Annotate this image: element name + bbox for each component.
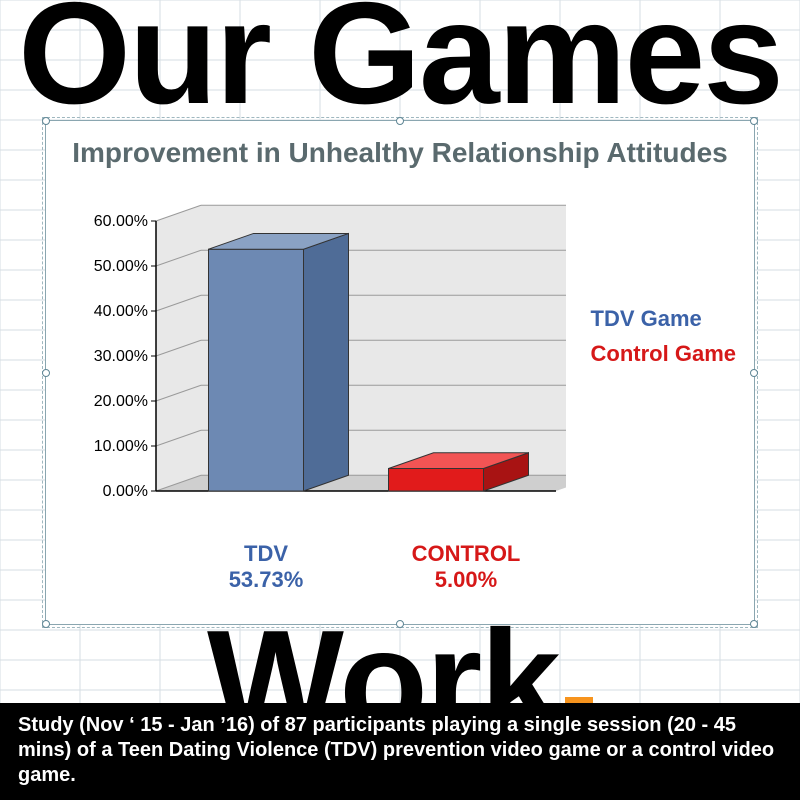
svg-text:0.00%: 0.00% <box>103 483 148 500</box>
study-footer: Study (Nov ‘ 15 - Jan ’16) of 87 partici… <box>0 703 800 800</box>
svg-text:30.00%: 30.00% <box>94 348 148 365</box>
headline-top: Our Games <box>0 0 800 115</box>
svg-text:20.00%: 20.00% <box>94 393 148 410</box>
category-label-tdv: TDV 53.73% <box>196 541 336 594</box>
svg-text:10.00%: 10.00% <box>94 438 148 455</box>
svg-text:50.00%: 50.00% <box>94 258 148 275</box>
chart-title: Improvement in Unhealthy Relationship At… <box>46 137 754 169</box>
infographic-canvas: Our Games Improvement in Unhealthy Relat… <box>0 0 800 800</box>
legend-item-tdv: TDV Game <box>591 301 736 336</box>
bar-chart-3d: 0.00% 10.00% 20.00% 30.00% 40.00% 50.00% 60.00… <box>86 201 566 531</box>
legend-item-control: Control Game <box>591 336 736 371</box>
chart-legend: TDV Game Control Game <box>591 301 736 371</box>
svg-text:60.00%: 60.00% <box>94 213 148 230</box>
svg-text:40.00%: 40.00% <box>94 303 148 320</box>
chart-frame: Improvement in Unhealthy Relationship At… <box>45 120 755 625</box>
category-label-control: CONTROL 5.00% <box>386 541 546 594</box>
